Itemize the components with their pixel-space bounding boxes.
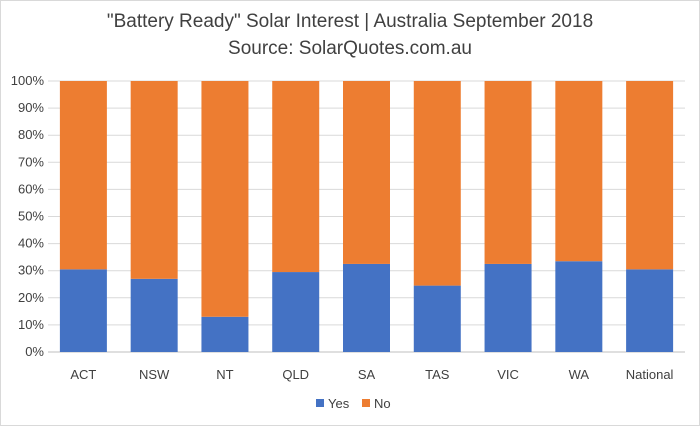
y-tick-label: 60% — [18, 181, 44, 196]
x-tick-label: VIC — [497, 367, 519, 382]
chart-subtitle: Source: SolarQuotes.com.au — [228, 38, 472, 59]
bar-no-vic — [484, 81, 532, 264]
x-tick-label: WA — [569, 367, 590, 382]
bar-yes-nsw — [130, 278, 178, 352]
y-tick-label: 80% — [18, 127, 44, 142]
x-tick-label: SA — [358, 367, 376, 382]
bar-no-act — [59, 81, 107, 270]
x-tick-label: NSW — [139, 367, 170, 382]
legend: Yes No — [316, 396, 391, 411]
legend-swatch-no — [362, 399, 370, 407]
y-axis: 0% 10% 20% 30% 40% 50% 60% 70% 80% 90% 100% — [11, 73, 45, 359]
bar-no-nt — [201, 81, 249, 317]
bar-no-wa — [555, 81, 603, 262]
y-tick-label: 0% — [25, 344, 44, 359]
y-tick-label: 20% — [18, 290, 44, 305]
y-tick-label: 100% — [11, 73, 45, 88]
x-tick-label: ACT — [70, 367, 96, 382]
x-tick-label: National — [626, 367, 674, 382]
bar-yes-sa — [343, 263, 390, 352]
y-tick-label: 40% — [18, 236, 44, 251]
y-tick-label: 70% — [18, 154, 44, 169]
bar-yes-tas — [413, 285, 461, 352]
legend-label-no: No — [374, 396, 391, 411]
bar-yes-qld — [272, 272, 320, 352]
bar-no-nsw — [130, 81, 178, 279]
legend-label-yes: Yes — [328, 396, 350, 411]
y-tick-label: 90% — [18, 100, 44, 115]
y-tick-label: 50% — [18, 209, 44, 224]
chart-title-block: "Battery Ready" Solar Interest | Austral… — [0, 8, 700, 62]
bar-no-sa — [343, 81, 390, 264]
bar-yes-wa — [555, 261, 603, 352]
bar-yes-nt — [201, 316, 249, 352]
bars — [59, 81, 674, 352]
bar-yes-act — [59, 269, 107, 352]
x-tick-label: QLD — [282, 367, 309, 382]
legend-swatch-yes — [316, 399, 324, 407]
x-axis: ACT NSW NT QLD SA TAS VIC WA National — [70, 367, 673, 382]
y-tick-label: 30% — [18, 263, 44, 278]
bar-no-tas — [413, 81, 461, 286]
bar-no-national — [626, 81, 674, 270]
bar-yes-vic — [484, 263, 532, 352]
x-tick-label: NT — [216, 367, 233, 382]
bar-no-qld — [272, 81, 320, 273]
x-tick-label: TAS — [425, 367, 450, 382]
bar-yes-national — [626, 269, 674, 352]
chart-title: "Battery Ready" Solar Interest | Austral… — [106, 11, 594, 32]
y-tick-label: 10% — [18, 317, 44, 332]
